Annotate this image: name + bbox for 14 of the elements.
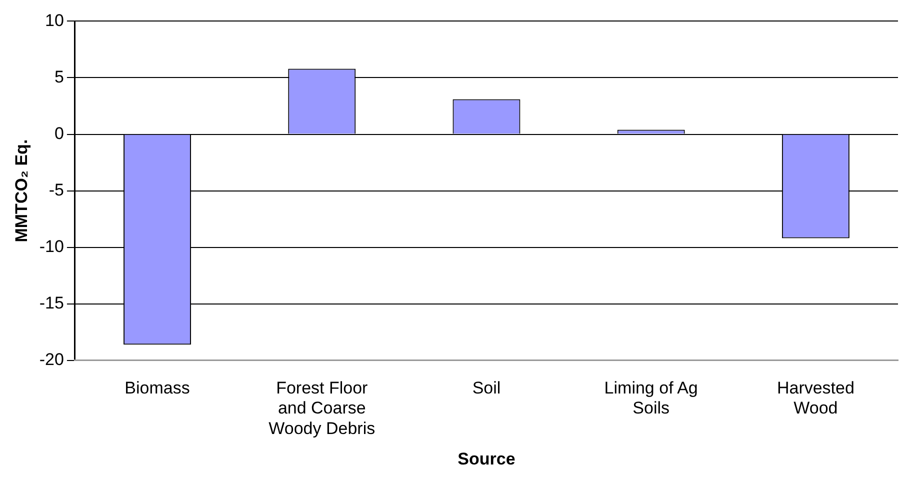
y-tick-label: 5: [54, 67, 64, 86]
y-tick-label: -10: [39, 237, 64, 256]
y-tick-label: 0: [54, 124, 64, 143]
y-tick-label: -5: [48, 180, 64, 200]
y-axis-title: MMTCO₂ Eq.: [12, 139, 31, 242]
x-tick-label: Forest Floor and Coarse Woody Debris: [268, 378, 376, 438]
x-tick-label: Liming of Ag Soils: [604, 378, 698, 418]
x-axis-title: Source: [458, 449, 516, 468]
y-tick-label: -20: [39, 350, 64, 370]
x-tick-label: Biomass: [124, 378, 190, 398]
y-tick-label: -15: [39, 294, 64, 313]
y-tick-label: 10: [45, 10, 64, 30]
x-tick-label: Soil: [472, 378, 501, 398]
x-tick-label: Harvested Wood: [776, 378, 854, 418]
